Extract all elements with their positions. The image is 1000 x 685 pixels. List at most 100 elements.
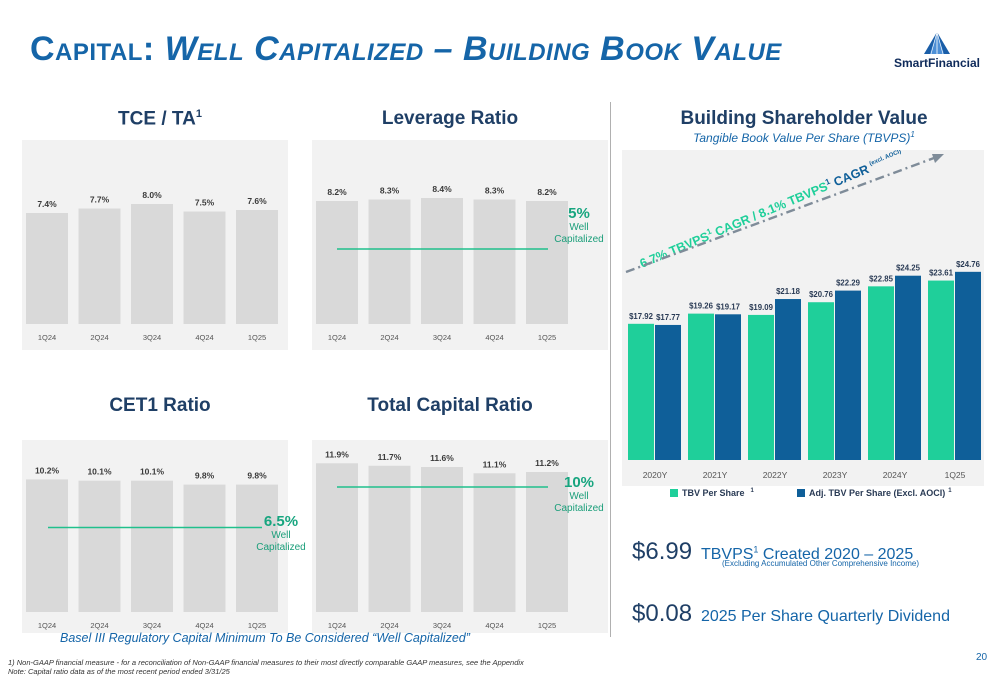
leverage-data-label: 8.2% [537,187,557,197]
leverage-chart: 8.2% 1Q24 8.3% 2Q24 8.4% 3Q24 8.3% 4Q24 8.2% 1Q25 [316,184,568,342]
adj-tbv-data-label: $22.29 [836,279,861,288]
total-data-label: 11.1% [483,459,507,469]
tce-bar [131,204,173,324]
cet1-well-capitalized: 6.5% Well Capitalized [252,513,310,554]
tbv-tick-label: 2023Y [823,470,848,480]
leverage-bar [526,201,568,324]
cet1-data-label: 9.8% [195,471,215,481]
tbv-data-label: $23.61 [929,269,954,278]
adj-tbv-bar [955,271,981,460]
cet1-tick-label: 1Q25 [248,621,266,630]
tbv-bar [928,280,954,460]
subtitle-sup: 1 [910,130,915,139]
tce-data-label: 7.7% [90,195,110,205]
logo-mark-icon [924,31,950,55]
leverage-bar [421,198,463,324]
total-capital-title: Total Capital Ratio [367,395,533,416]
tbv-data-label: $22.85 [869,274,894,283]
tbv-bar [868,286,894,460]
cagr-sup-2: 1 [824,177,832,187]
logo-text: SmartFinancial [893,56,981,70]
total-data-label: 11.7% [378,452,402,462]
total-bar [316,463,358,612]
cet1-bar [78,480,121,612]
tbv-bar [808,302,834,460]
total-chart: 11.9% 1Q24 11.7% 2Q24 11.6% 3Q24 11.1% 4Q24 11.2… [316,449,568,630]
company-logo: SmartFinancial [884,30,990,70]
title-lead: Capital: [30,30,155,68]
capital-ratio-charts: 7.4% 1Q24 7.7% 2Q24 8.0% 3Q24 7.5% 4Q24 7.6% 1Q25… [26,184,568,630]
stat1-text-a: TBVPS [700,546,754,563]
cet1-chart: 10.2% 1Q24 10.1% 2Q24 10.1% 3Q24 9.8% 4Q24 9.8% 1… [26,465,278,630]
legend-adj-tbv-swatch [797,489,805,497]
tbv-tick-label: 2020Y [643,470,668,480]
total-tick-label: 3Q24 [433,621,451,630]
footnote-2: Note: Capital ratio data as of the most … [8,667,230,676]
cet1-bar [26,479,68,612]
cet1-data-label: 10.1% [140,467,165,477]
stat2-text: 2025 Per Share Quarterly Dividend [700,608,950,625]
cet1-data-label: 10.2% [35,465,60,475]
total-bar [368,465,411,612]
legend-adj-tbv: Adj. TBV Per Share (Excl. AOCI) 1 [797,488,952,498]
leverage-tick-label: 1Q25 [538,333,556,342]
legend-adj-tbv-label: Adj. TBV Per Share (Excl. AOCI) [809,488,946,498]
tce-data-label: 7.4% [37,199,57,209]
total-data-label: 11.9% [325,449,349,459]
adj-tbv-bar [715,314,741,460]
total-bar [473,473,516,612]
stat1-text-b: Created 2020 – 2025 [758,546,914,563]
tce-tick-label: 4Q24 [195,333,213,342]
stat1-sup: 1 [753,544,759,555]
tbv-data-label: $19.09 [749,303,774,312]
leverage-data-label: 8.4% [432,184,452,194]
adj-tbv-data-label: $24.25 [896,264,921,273]
vertical-divider [610,102,611,637]
adj-tbv-data-label: $19.17 [716,302,740,311]
adj-tbv-bar [775,299,801,460]
tce-tick-label: 3Q24 [143,333,161,342]
stat1-value: $6.99 [632,538,693,565]
cet1-tick-label: 3Q24 [143,621,161,630]
cet1-bar [183,484,226,612]
adj-tbv-data-label: $17.77 [656,313,680,322]
adj-tbv-bar [655,324,681,460]
tce-tick-label: 1Q25 [248,333,266,342]
leverage-well-label2: Capitalized [554,234,604,245]
tbv-data-label: $20.76 [809,290,834,299]
tce-title-text: TCE / TA [118,108,196,130]
tce-data-label: 8.0% [142,190,162,200]
cagr-sup-1: 1 [705,226,713,236]
tbv-chart-background [622,150,984,486]
tbv-tick-label: 2024Y [883,470,908,480]
tce-bar [78,208,121,324]
tce-bar [236,210,278,324]
tce-chart: 7.4% 1Q24 7.7% 2Q24 8.0% 3Q24 7.5% 4Q24 7.6% 1Q25 [26,190,278,342]
shareholder-value-title: Building Shareholder Value [680,108,928,129]
adj-tbv-data-label: $21.18 [776,287,801,296]
leverage-well-capitalized: 5% Well Capitalized [550,205,608,246]
cagr-trend-line [625,156,935,274]
leverage-data-label: 8.2% [327,187,347,197]
cagr-arrow-head [932,154,944,163]
leverage-tick-label: 3Q24 [433,333,451,342]
total-tick-label: 1Q24 [328,621,346,630]
cet1-bar [131,480,173,612]
leverage-title: Leverage Ratio [381,108,519,129]
tce-bar [183,211,226,324]
leverage-bar [473,199,516,324]
cet1-tick-label: 4Q24 [195,621,213,630]
tbv-bar [688,313,714,460]
page-number: 20 [976,652,988,663]
tbv-bar [748,314,774,460]
tce-title: TCE / TA1 [70,108,250,130]
tbv-tick-label: 2022Y [763,470,788,480]
adj-tbv-bar [835,290,861,460]
legend-tbv-label: TBV Per Share [682,488,745,498]
total-well-label1: Well [569,491,589,502]
leverage-well-label1: Well [569,222,589,233]
tbvps-chart: 6.7% TBVPS1 CAGR / 8.1% TBVPS1 CAGR(excl… [622,150,984,486]
tbv-data-label: $19.26 [689,302,714,311]
cet1-well-pct: 6.5% [263,513,299,530]
leverage-bar [368,199,411,324]
